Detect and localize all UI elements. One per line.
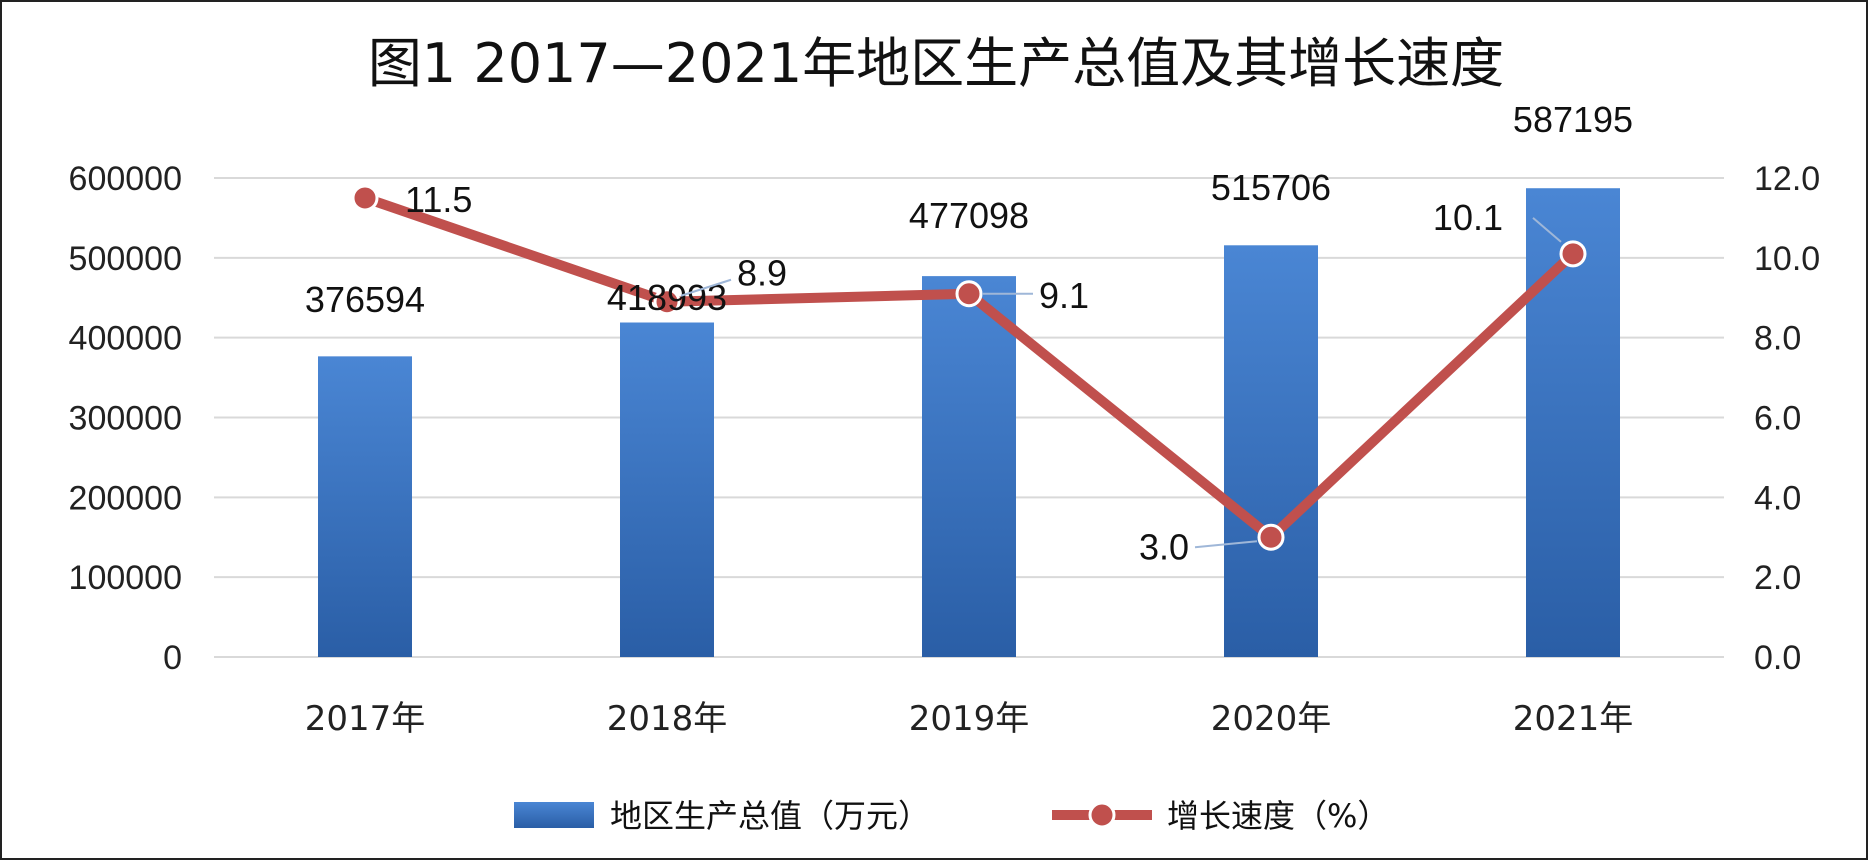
- axes: 0 100000 200000 300000 400000 500000 600000 0.0…: [69, 160, 1821, 739]
- data-labels: 376594 418993 477098 515706 587195 11.5 8.9 9.1…: [305, 99, 1633, 567]
- chart-title: 图1 2017—2021年地区生产总值及其增长速度: [368, 32, 1504, 95]
- bar: [922, 276, 1016, 657]
- y-right-tick-label: 6.0: [1754, 400, 1801, 438]
- y-left-tick-label: 100000: [69, 559, 182, 597]
- line-value-label: 9.1: [1039, 275, 1089, 316]
- y-left-tick-label: 500000: [69, 240, 182, 278]
- bar: [620, 322, 714, 657]
- y-left-tick-label: 200000: [69, 479, 182, 517]
- y-right-tick-label: 2.0: [1754, 559, 1801, 597]
- bar: [318, 356, 412, 657]
- x-tick-label: 2021年: [1513, 699, 1634, 739]
- line-point: [351, 184, 379, 212]
- line-value-label: 11.5: [405, 179, 472, 220]
- legend-line-marker: [1088, 801, 1116, 829]
- y-right-tick-label: 0.0: [1754, 639, 1801, 677]
- line-point: [1559, 240, 1587, 268]
- x-tick-label: 2020年: [1211, 699, 1332, 739]
- label-leader-line: [1194, 540, 1258, 549]
- legend-label-gdp: 地区生产总值（万元）: [610, 797, 930, 835]
- x-tick-label: 2017年: [305, 699, 426, 739]
- line-value-label: 3.0: [1139, 526, 1189, 567]
- label-leader-line: [1532, 217, 1562, 243]
- y-left-tick-label: 300000: [69, 400, 182, 438]
- legend: 地区生产总值（万元） 增长速度（%）: [514, 797, 1389, 835]
- bar-value-label: 587195: [1513, 99, 1633, 140]
- x-tick-label: 2019年: [909, 699, 1030, 739]
- line-point: [653, 288, 681, 316]
- line-point: [1257, 523, 1285, 551]
- bar-value-label: 477098: [909, 195, 1029, 236]
- bar-value-label: 376594: [305, 279, 425, 320]
- y-right-tick-label: 12.0: [1754, 160, 1820, 198]
- x-tick-label: 2018年: [607, 699, 728, 739]
- y-right-tick-label: 4.0: [1754, 479, 1801, 517]
- bar-value-label: 418993: [607, 277, 727, 318]
- bar-value-label: 515706: [1211, 167, 1331, 208]
- y-left-tick-label: 400000: [69, 320, 182, 358]
- line-point: [955, 280, 983, 308]
- bar: [1224, 245, 1318, 657]
- legend-label-growth: 增长速度（%）: [1167, 797, 1389, 835]
- label-leader-line: [680, 278, 732, 297]
- line-value-label: 8.9: [737, 253, 787, 294]
- y-right-tick-label: 10.0: [1754, 240, 1820, 278]
- line-series: [351, 184, 1587, 551]
- y-left-tick-label: 600000: [69, 160, 182, 198]
- y-right-tick-label: 8.0: [1754, 320, 1801, 358]
- bar-series: [318, 188, 1620, 657]
- y-left-tick-label: 0: [163, 639, 182, 677]
- legend-bar-swatch: [514, 802, 594, 828]
- line-value-label: 10.1: [1433, 197, 1503, 238]
